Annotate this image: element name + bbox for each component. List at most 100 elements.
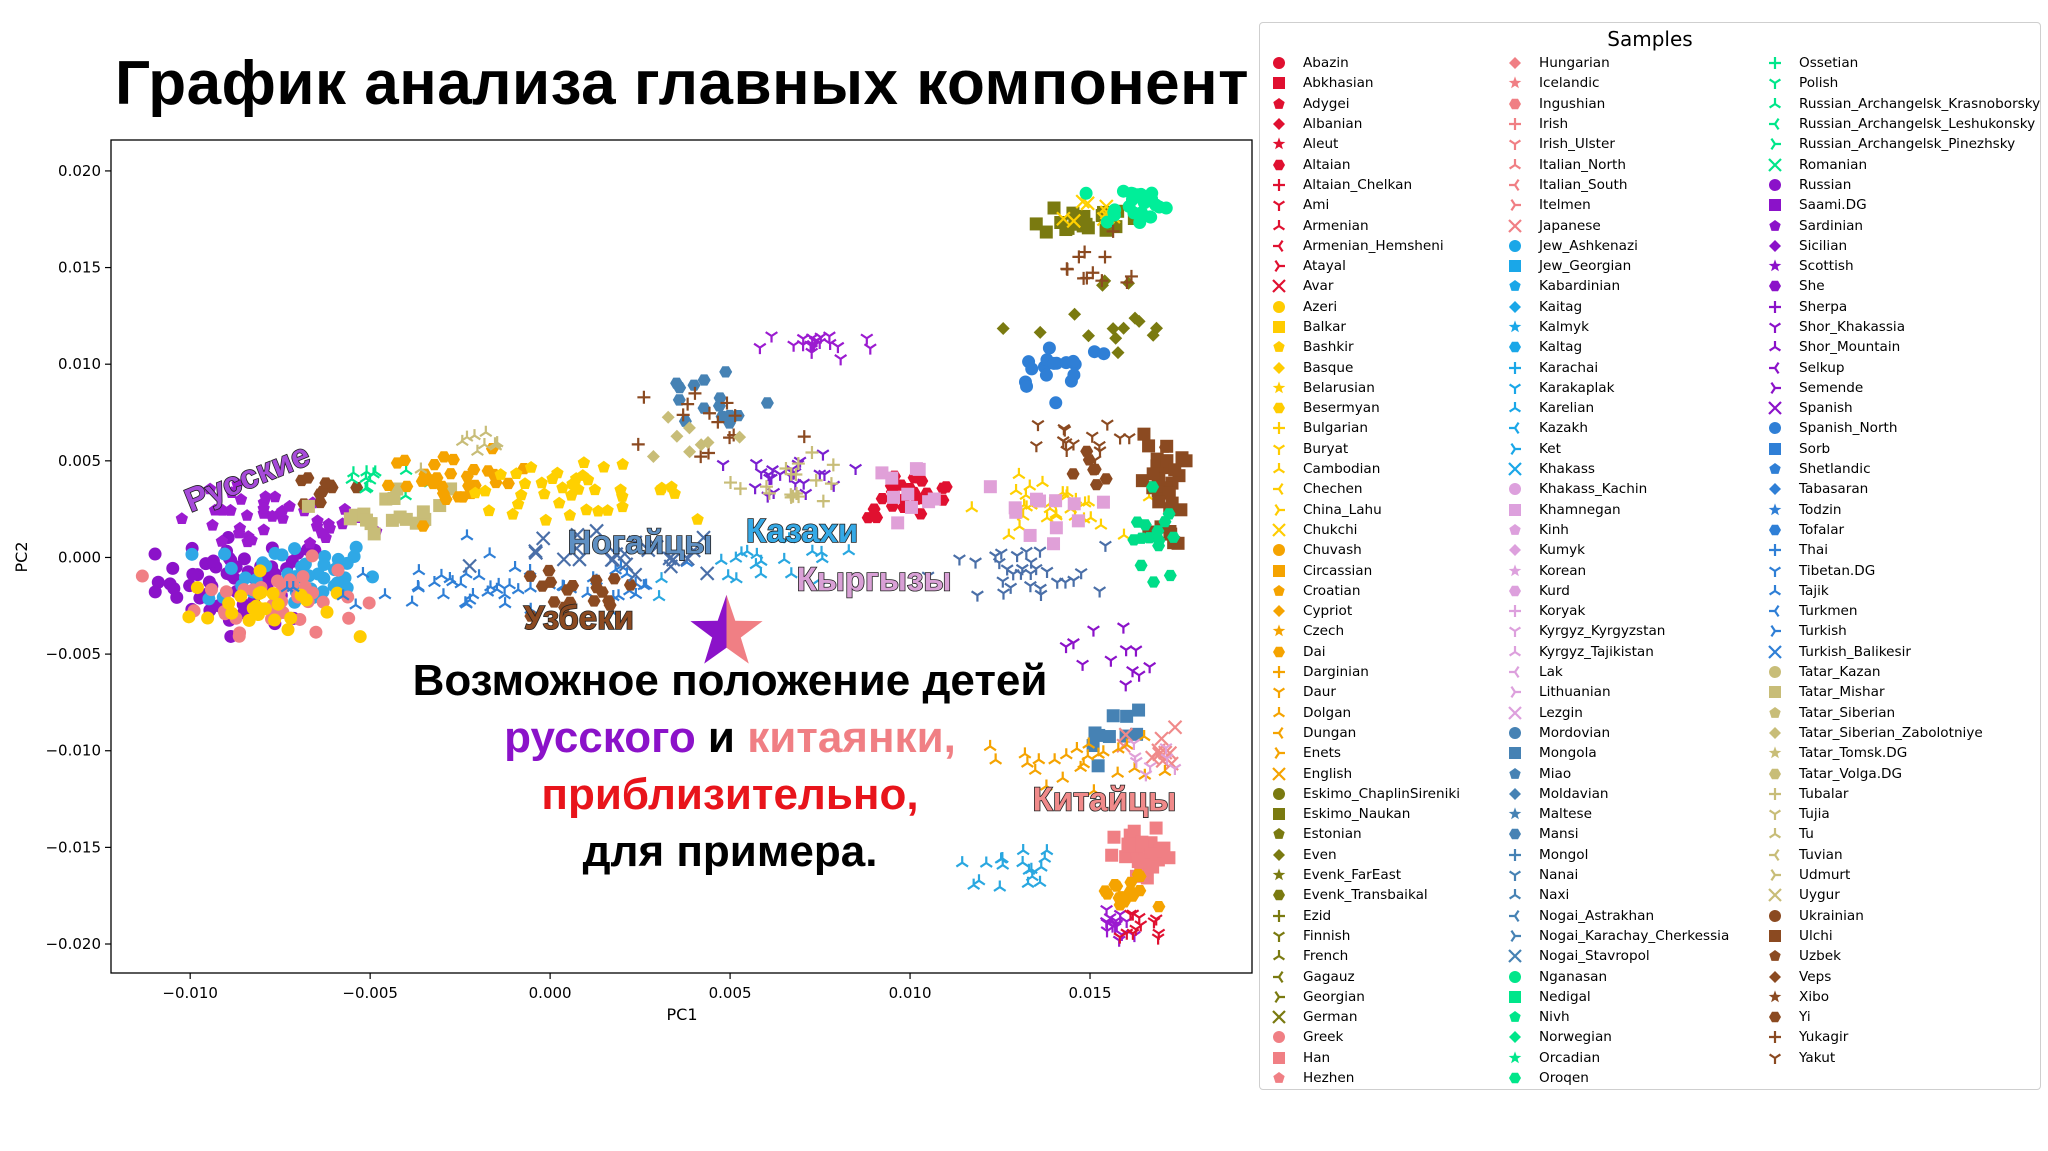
legend-label: Sorb — [1799, 440, 1831, 457]
legend-marker-icon — [1769, 909, 1781, 922]
data-point — [320, 605, 334, 619]
data-point — [733, 482, 747, 496]
legend-marker-icon — [1770, 138, 1781, 151]
data-point — [539, 513, 552, 526]
legend-marker-icon — [1768, 888, 1782, 903]
data-point — [1143, 661, 1157, 674]
data-point — [1056, 771, 1070, 783]
caption-line-1: Возможное положение детей — [412, 656, 1048, 705]
legend-item: Oroqen — [1504, 1068, 1764, 1088]
legend-item: Spanish_North — [1764, 418, 2024, 438]
legend-marker-icon — [1509, 342, 1521, 353]
legend-marker-icon — [1509, 909, 1520, 922]
legend-label: Tatar_Tomsk.DG — [1799, 745, 1908, 762]
legend-label: Ingushian — [1539, 95, 1606, 112]
legend-item: Abkhasian — [1268, 73, 1528, 93]
y-tick-label: 0.000 — [58, 548, 101, 566]
legend-marker-icon — [1768, 1053, 1782, 1064]
data-point — [280, 581, 294, 593]
data-point — [1032, 753, 1046, 765]
legend-marker-icon — [1273, 564, 1285, 577]
data-point — [219, 585, 233, 599]
legend-item: Finnish — [1268, 926, 1528, 946]
legend-item: Mansi — [1504, 824, 1764, 844]
data-point — [686, 543, 701, 558]
legend-label: Nogai_Stavropol — [1539, 948, 1650, 965]
data-point — [733, 430, 747, 444]
legend-label: Finnish — [1303, 927, 1351, 944]
legend-item: Karakaplak — [1504, 378, 1764, 398]
legend-marker-icon — [1273, 544, 1285, 557]
data-point — [283, 499, 296, 512]
data-point — [1049, 396, 1063, 410]
legend-item: Itelmen — [1504, 195, 1764, 215]
legend-marker-icon — [1508, 218, 1522, 233]
data-point — [345, 472, 359, 485]
data-point — [592, 504, 605, 517]
data-point — [1034, 589, 1048, 601]
data-point — [1009, 483, 1023, 496]
data-point — [1152, 901, 1166, 913]
data-point — [253, 564, 267, 578]
data-point — [498, 597, 512, 609]
data-point — [360, 513, 374, 527]
legend-item: Lezgin — [1504, 703, 1764, 723]
data-point — [385, 513, 399, 527]
legend-marker-icon — [1769, 199, 1781, 212]
legend-marker-icon — [1272, 381, 1286, 394]
legend-marker-icon — [1273, 584, 1285, 596]
data-point — [1068, 307, 1082, 321]
data-point — [190, 581, 204, 595]
legend-item: Maltese — [1504, 804, 1764, 824]
data-point — [218, 547, 232, 561]
data-point — [349, 540, 363, 554]
legend-marker-icon — [1769, 970, 1781, 983]
data-point — [232, 629, 246, 643]
legend-marker-icon — [1509, 300, 1521, 313]
data-point — [238, 571, 252, 585]
data-point — [805, 445, 819, 459]
data-point — [242, 613, 256, 627]
data-point — [182, 610, 196, 624]
data-point — [418, 468, 432, 480]
legend-label: Daur — [1303, 684, 1337, 701]
legend-marker-icon — [1510, 199, 1521, 212]
data-point — [823, 338, 837, 351]
legend-label: Semende — [1799, 379, 1864, 396]
data-point — [185, 547, 199, 561]
legend-item: Czech — [1268, 621, 1528, 641]
data-point — [170, 590, 184, 604]
caption-chinese: китаянки, — [747, 713, 956, 762]
legend-label: Hungarian — [1539, 55, 1610, 72]
legend-item: Kinh — [1504, 520, 1764, 540]
x-tick-label: 0.005 — [709, 984, 752, 1002]
legend-marker-icon — [1509, 544, 1521, 557]
legend-item: English — [1268, 763, 1528, 783]
data-point — [1106, 709, 1120, 723]
data-point — [762, 486, 776, 500]
cluster-khakass — [983, 480, 1110, 551]
legend-item: Kaltag — [1504, 337, 1764, 357]
data-point — [1079, 186, 1093, 200]
legend-marker-icon — [1273, 970, 1284, 983]
data-point — [479, 425, 493, 438]
legend-item: Sicilian — [1764, 236, 2024, 256]
data-point — [719, 366, 733, 378]
data-point — [983, 480, 997, 494]
data-point — [641, 542, 656, 558]
legend-item: Polish — [1764, 73, 2024, 93]
legend-marker-icon — [1769, 463, 1781, 474]
legend-label: Todzin — [1799, 501, 1842, 518]
legend-label: Karelian — [1539, 400, 1595, 417]
data-point — [281, 623, 295, 637]
data-point — [629, 587, 643, 600]
legend-label: Italian_North — [1539, 156, 1626, 173]
legend-item: Tatar_Mishar — [1764, 682, 2024, 702]
data-point — [728, 409, 742, 423]
legend-label: French — [1303, 948, 1349, 965]
data-point — [787, 340, 801, 352]
cluster-koryak — [1079, 184, 1173, 229]
data-point — [296, 570, 310, 584]
caption-russian: русского — [504, 713, 696, 762]
data-point — [1165, 496, 1179, 510]
